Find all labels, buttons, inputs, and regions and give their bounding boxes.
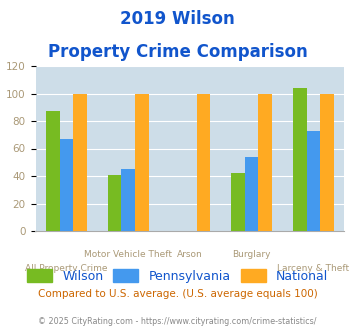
Text: Motor Vehicle Theft: Motor Vehicle Theft (84, 250, 172, 259)
Legend: Wilson, Pennsylvania, National: Wilson, Pennsylvania, National (22, 264, 333, 288)
Text: © 2025 CityRating.com - https://www.cityrating.com/crime-statistics/: © 2025 CityRating.com - https://www.city… (38, 317, 317, 326)
Text: Arson: Arson (177, 250, 203, 259)
Text: 2019 Wilson: 2019 Wilson (120, 10, 235, 28)
Bar (320, 93, 334, 231)
Bar (46, 112, 60, 231)
Bar (73, 93, 87, 231)
Bar (197, 93, 210, 231)
Bar (293, 88, 307, 231)
Bar (108, 175, 121, 231)
Bar (60, 139, 73, 231)
Text: Burglary: Burglary (233, 250, 271, 259)
Text: Larceny & Theft: Larceny & Theft (277, 264, 350, 273)
Bar (307, 131, 320, 231)
Bar (245, 157, 258, 231)
Text: All Property Crime: All Property Crime (25, 264, 108, 273)
Bar (135, 93, 148, 231)
Text: Compared to U.S. average. (U.S. average equals 100): Compared to U.S. average. (U.S. average … (38, 289, 317, 299)
Text: Property Crime Comparison: Property Crime Comparison (48, 43, 307, 61)
Bar (231, 173, 245, 231)
Bar (121, 169, 135, 231)
Bar (258, 93, 272, 231)
